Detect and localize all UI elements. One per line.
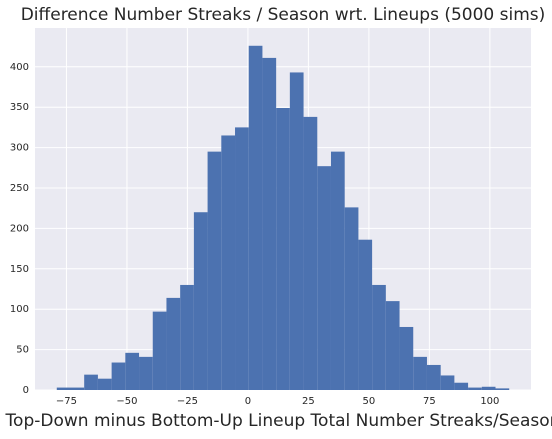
bar (111, 362, 126, 390)
bar (358, 239, 373, 390)
x-tick-label: −50 (116, 396, 137, 407)
bar (276, 107, 290, 390)
x-tick-label: −25 (177, 396, 198, 407)
bar (481, 386, 496, 390)
bar (344, 207, 359, 390)
x-tick-label: 100 (480, 396, 499, 407)
bar (248, 45, 263, 390)
bar (152, 311, 167, 390)
y-tick-label: 0 (23, 385, 29, 396)
bar (399, 326, 414, 390)
bar (125, 352, 140, 390)
bar (56, 387, 71, 390)
bar (207, 151, 222, 390)
chart-title: Difference Number Streaks / Season wrt. … (21, 5, 546, 25)
y-tick-label: 350 (10, 102, 29, 113)
bar (385, 301, 400, 390)
y-tick-label: 50 (16, 345, 29, 356)
bar (180, 284, 194, 390)
bar (372, 284, 386, 390)
bar (84, 374, 98, 390)
y-tick-label: 150 (10, 264, 29, 275)
x-tick-label: 25 (302, 396, 315, 407)
bar (235, 127, 249, 390)
bar (193, 212, 208, 390)
bar (413, 356, 427, 390)
bar (317, 166, 331, 390)
bar (70, 387, 85, 390)
bar (303, 116, 318, 391)
bar (166, 297, 181, 390)
y-tick-label: 300 (10, 143, 29, 154)
bar (454, 382, 469, 390)
bar (468, 387, 482, 390)
y-tick-label: 400 (10, 62, 29, 73)
x-axis-label: Top-Down minus Bottom-Up Lineup Total Nu… (5, 411, 552, 431)
x-tick-label: 0 (245, 396, 251, 407)
bar (440, 375, 455, 390)
bar (426, 364, 441, 390)
y-tick-label: 100 (10, 304, 29, 315)
x-tick-label: 50 (363, 396, 376, 407)
x-tick-label: 75 (423, 396, 436, 407)
bar (221, 135, 236, 390)
y-tick-label: 250 (10, 183, 29, 194)
bar (330, 151, 345, 390)
bar (97, 378, 112, 390)
bar (289, 72, 304, 391)
x-tick-label: −75 (56, 396, 77, 407)
y-tick-label: 200 (10, 223, 29, 234)
bar (262, 57, 277, 391)
bar (495, 388, 510, 390)
bar (139, 356, 153, 390)
